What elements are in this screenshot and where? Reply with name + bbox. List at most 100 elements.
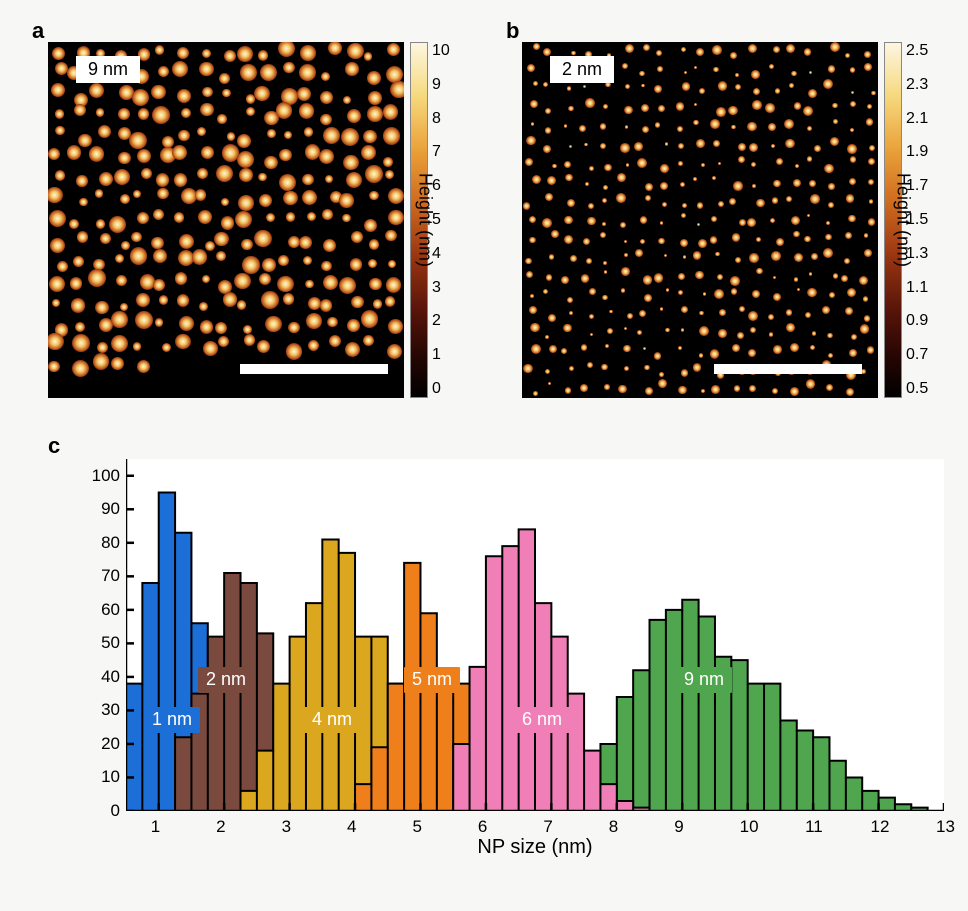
afm-dot: [327, 317, 338, 328]
afm-dot: [343, 155, 359, 171]
afm-dot: [319, 149, 334, 164]
afm-dot: [829, 292, 835, 298]
afm-dot: [808, 89, 817, 98]
afm-dot: [680, 239, 688, 247]
afm-dot: [678, 143, 684, 149]
afm-dot: [174, 212, 185, 223]
afm-dot: [868, 218, 876, 226]
afm-dot: [369, 278, 381, 290]
afm-dot: [756, 268, 762, 274]
afm-dot: [794, 102, 801, 109]
afm-dot: [178, 130, 190, 142]
afm-dot: [567, 199, 576, 208]
afm-dot: [833, 119, 837, 123]
afm-dot: [639, 71, 644, 76]
afm-dot: [545, 335, 549, 339]
afm-dot: [712, 45, 722, 55]
afm-dot: [130, 247, 148, 265]
ytick-label: 30: [80, 700, 120, 720]
afm-dot: [824, 164, 833, 173]
afm-dot: [50, 238, 65, 253]
afm-dot: [278, 255, 289, 266]
afm-dot: [849, 349, 857, 357]
colorbar-tick: 3: [432, 279, 450, 297]
afm-dot: [643, 347, 646, 350]
afm-dot: [600, 143, 606, 149]
afm-dot: [828, 353, 833, 358]
afm-dot: [807, 214, 810, 217]
afm-dot: [678, 290, 683, 295]
afm-dot: [823, 79, 833, 89]
afm-dot: [339, 277, 356, 294]
xtick-label: 1: [151, 817, 160, 837]
afm-dot: [580, 384, 588, 392]
afm-dot: [793, 179, 801, 187]
afm-dot: [770, 218, 775, 223]
afm-dot: [299, 236, 312, 249]
afm-dot: [644, 294, 652, 302]
afm-dot: [385, 230, 396, 241]
afm-dot: [678, 386, 687, 395]
afm-dot: [809, 180, 816, 187]
afm-dot: [55, 126, 64, 135]
afm-dot: [73, 256, 84, 267]
afm-dot: [773, 345, 782, 354]
afm-dot: [644, 365, 649, 370]
afm-dot: [564, 216, 572, 224]
afm-dot: [641, 84, 645, 88]
histogram-series-label-6nm: 6 nm: [514, 707, 570, 733]
afm-dot: [243, 325, 253, 335]
afm-dot: [135, 311, 153, 329]
afm-dot: [570, 255, 577, 262]
afm-dot: [363, 130, 376, 143]
afm-dot: [568, 106, 574, 112]
afm-dot: [871, 91, 876, 96]
afm-dot: [369, 191, 378, 200]
afm-dot: [825, 234, 831, 240]
afm-dot: [202, 87, 212, 97]
afm-dot: [238, 195, 254, 211]
afm-dot: [78, 134, 92, 148]
afm-dot: [345, 62, 358, 75]
afm-dot: [660, 182, 668, 190]
xtick-label: 3: [282, 817, 291, 837]
colorbar-tick: 7: [432, 143, 450, 161]
afm-dot: [772, 388, 778, 394]
afm-dot: [585, 98, 595, 108]
xtick-label: 9: [674, 817, 683, 837]
afm-dot: [786, 196, 792, 202]
histogram-plot-area: 1234567891011121301020304050607080901001…: [126, 459, 944, 811]
ytick-label: 0: [80, 801, 120, 821]
afm-dot: [259, 273, 271, 285]
afm-dot: [242, 256, 259, 273]
afm-dot: [351, 231, 364, 244]
afm-dot: [769, 332, 773, 336]
afm-dot: [771, 251, 781, 261]
afm-dot: [602, 295, 608, 301]
afm-dot: [624, 253, 627, 256]
afm-dot: [809, 71, 813, 75]
afm-dot: [791, 71, 796, 76]
histogram-panel: Counts (arb.u.)NP size (nm)1234567891011…: [126, 459, 944, 811]
ytick-label: 50: [80, 633, 120, 653]
afm-dot: [807, 126, 813, 132]
afm-dot: [699, 88, 705, 94]
panel-label-c: c: [48, 433, 60, 459]
afm-dot: [529, 216, 536, 223]
afm-dot: [181, 108, 191, 118]
afm-dot: [545, 193, 553, 201]
colorbar-tick: 2.5: [906, 42, 928, 60]
afm-dot: [350, 258, 363, 271]
afm-dot: [320, 299, 332, 311]
afm-dot: [771, 144, 775, 148]
afm-dot: [696, 48, 704, 56]
afm-dot: [828, 183, 834, 189]
afm-dot: [665, 328, 670, 333]
afm-dot: [177, 294, 189, 306]
colorbar-title-b: Height (nm): [893, 173, 914, 267]
afm-dot: [616, 193, 626, 203]
afm-dot: [660, 164, 669, 173]
afm-dot: [681, 369, 688, 376]
afm-dot: [533, 391, 538, 396]
afm-dot: [809, 272, 813, 276]
